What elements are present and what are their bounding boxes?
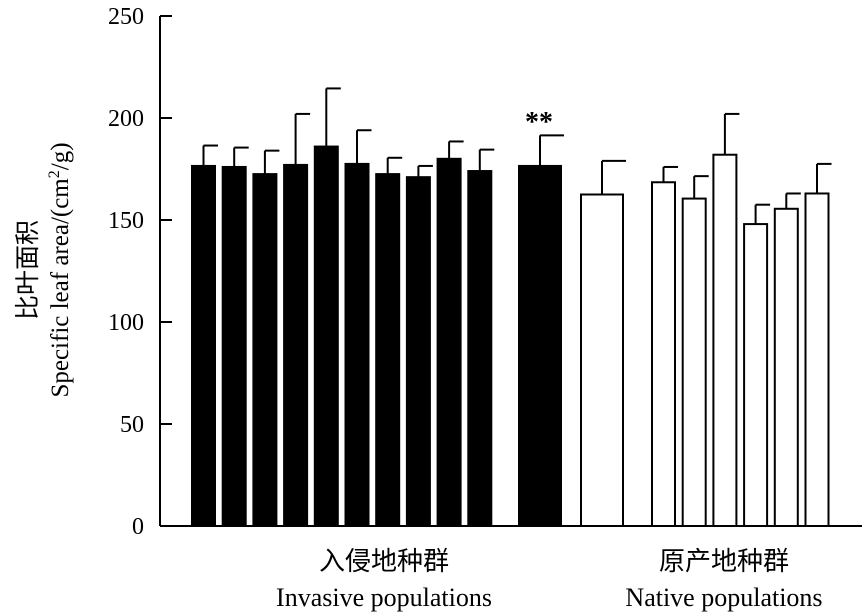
y-tick-label: 100 [108, 310, 144, 336]
y-tick-label: 250 [108, 4, 144, 30]
y-axis-label: 比叶面积 Specific leaf area/(cm2/g) [14, 142, 74, 397]
bar-3-0 [651, 181, 676, 527]
error-bars [202, 87, 832, 225]
group-label-native-cn: 原产地种群 [659, 547, 789, 576]
bar-0-6 [375, 173, 401, 527]
bar-0-7 [405, 176, 431, 527]
significance-annotation: ** [525, 107, 553, 138]
y-tick-label: 200 [108, 106, 144, 132]
group-label-invasive-cn: 入侵地种群 [319, 547, 449, 576]
y-axis-label-en-prefix: Specific leaf area/(cm [47, 178, 74, 398]
bar-3-4 [773, 207, 799, 527]
bar-2-0 [580, 193, 624, 527]
bar-3-5 [804, 192, 830, 527]
group-label-native-en: Native populations [625, 583, 822, 612]
bar-0-8 [436, 157, 462, 528]
y-tick-label: 50 [120, 412, 144, 438]
bar-0-2 [252, 173, 278, 527]
y-tick-label: 0 [132, 514, 144, 540]
bar-1-0 [518, 164, 562, 527]
bar-0-4 [313, 145, 339, 527]
y-tick-label: 150 [108, 208, 144, 234]
bar-0-3 [283, 163, 309, 527]
bar-3-3 [743, 223, 769, 528]
y-axis-label-cn: 比叶面积 [14, 220, 42, 320]
bars [191, 145, 830, 528]
bar-3-1 [681, 197, 707, 528]
y-axis-label-en: Specific leaf area/(cm2/g) [46, 142, 74, 397]
bar-0-9 [467, 170, 493, 527]
bar-0-0 [191, 164, 216, 527]
bar-0-5 [344, 162, 370, 527]
group-label-invasive-en: Invasive populations [276, 583, 492, 612]
y-axis-label-en-suffix: /g) [47, 142, 74, 170]
y-axis-label-en-sup: 2 [46, 170, 63, 178]
bar-0-1 [221, 165, 247, 528]
bar-3-2 [712, 153, 738, 527]
